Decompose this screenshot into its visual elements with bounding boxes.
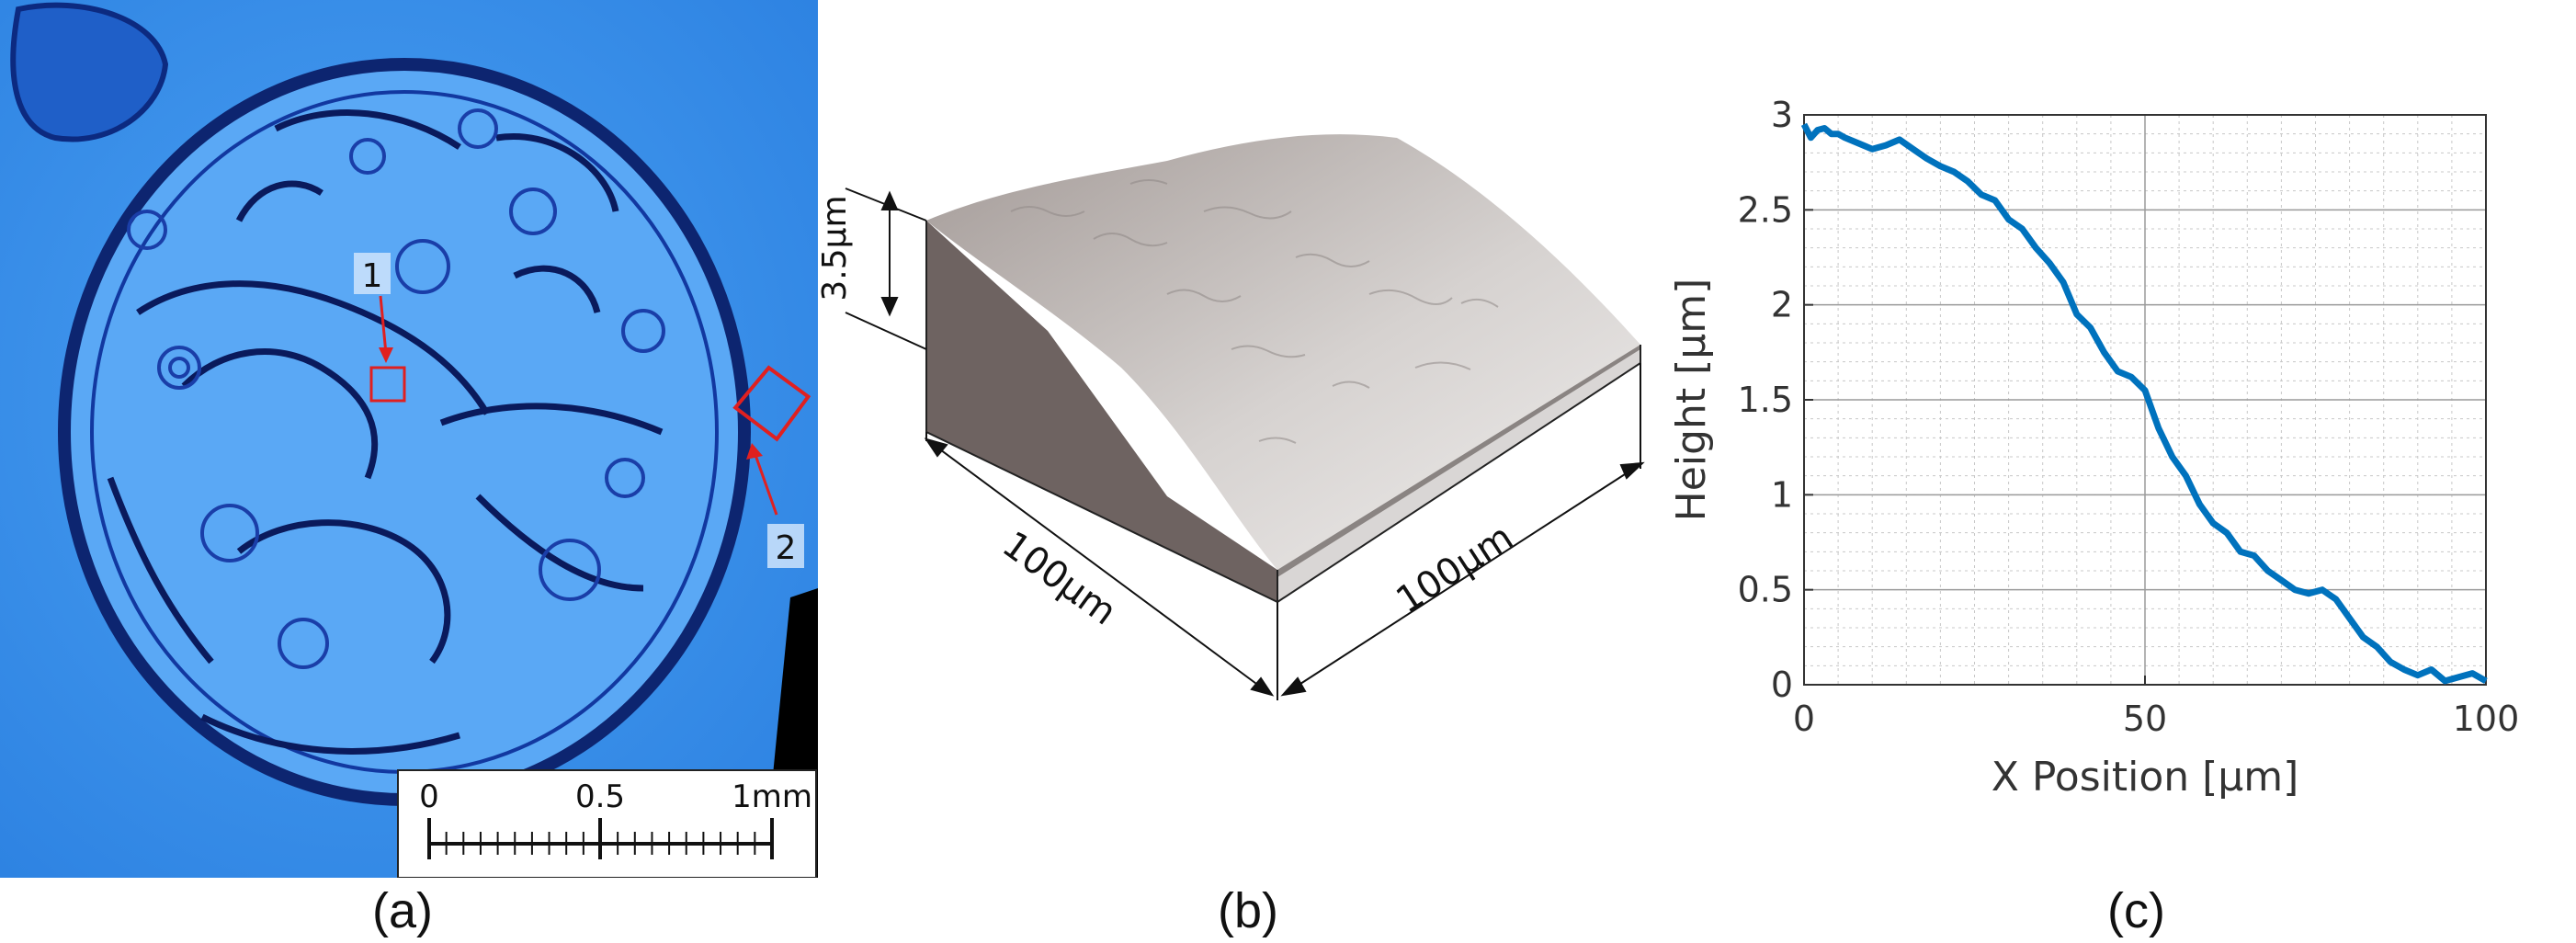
image-top-blob xyxy=(10,2,169,142)
scale-bar-label-end: 1mm xyxy=(732,778,812,815)
dimension-width-right-label: 100µm xyxy=(1389,516,1520,621)
block-top-surface xyxy=(926,134,1640,570)
chart-x-tick-label: 0 xyxy=(1793,699,1815,739)
chart-y-tick-label: 2 xyxy=(1771,285,1793,325)
chart-x-tick-label: 100 xyxy=(2453,699,2520,739)
cell-outlines xyxy=(107,109,664,755)
block-right-face-edge xyxy=(1277,345,1640,577)
panel-a-microscopy-image: 1 2 0 0.5 1mm xyxy=(0,0,818,878)
caption-c: (c) xyxy=(2107,883,2165,938)
scale-bar: 0 0.5 1mm xyxy=(397,769,817,878)
marker-1: 1 xyxy=(354,253,406,403)
chart-y-tick-label: 3 xyxy=(1771,95,1793,135)
panel-b-3d-surface: 3.5µm 100µm 100µm xyxy=(818,134,1645,700)
chart-y-tick-label: 0 xyxy=(1771,665,1793,705)
chart-y-axis-label: Height [μm] xyxy=(1668,278,1715,522)
scale-bar-label-mid: 0.5 xyxy=(575,778,625,815)
block-outline xyxy=(925,221,1641,603)
chart-x-axis-label: X Position [μm] xyxy=(1992,754,2299,801)
caption-a: (a) xyxy=(372,883,433,938)
caption-b: (b) xyxy=(1218,883,1278,938)
marker-2: 2 xyxy=(732,365,811,568)
chart-y-tick-label: 0.5 xyxy=(1738,570,1793,610)
chart-y-tick-label: 1.5 xyxy=(1738,380,1793,420)
block-left-face xyxy=(926,221,1277,602)
dimension-height-label: 3.5µm xyxy=(818,195,854,301)
scale-bar-label-0: 0 xyxy=(419,778,439,815)
dimension-width-left xyxy=(924,432,1278,700)
dimension-width-left-label: 100µm xyxy=(994,524,1124,634)
chart-ticks: 0 50 100 0 0.5 1 1.5 2 2.5 3 xyxy=(1738,95,2520,739)
chart-series-line xyxy=(1800,122,2488,685)
circular-pattern xyxy=(58,58,751,806)
dimension-height xyxy=(845,187,927,350)
surface-texture xyxy=(1010,179,1499,444)
chart-y-tick-label: 1 xyxy=(1771,474,1793,515)
marker-1-label: 1 xyxy=(362,257,383,295)
dimension-width-right xyxy=(1280,363,1645,697)
block-right-face xyxy=(1277,345,1640,602)
marker-2-label: 2 xyxy=(776,529,797,567)
panel-c-height-profile-chart: 0 50 100 0 0.5 1 1.5 2 2.5 3 X Position [μm] Heig… xyxy=(1668,95,2520,801)
chart-x-tick-label: 50 xyxy=(2123,699,2167,739)
chart-y-tick-label: 2.5 xyxy=(1738,189,1793,230)
cell-rings xyxy=(127,108,665,669)
